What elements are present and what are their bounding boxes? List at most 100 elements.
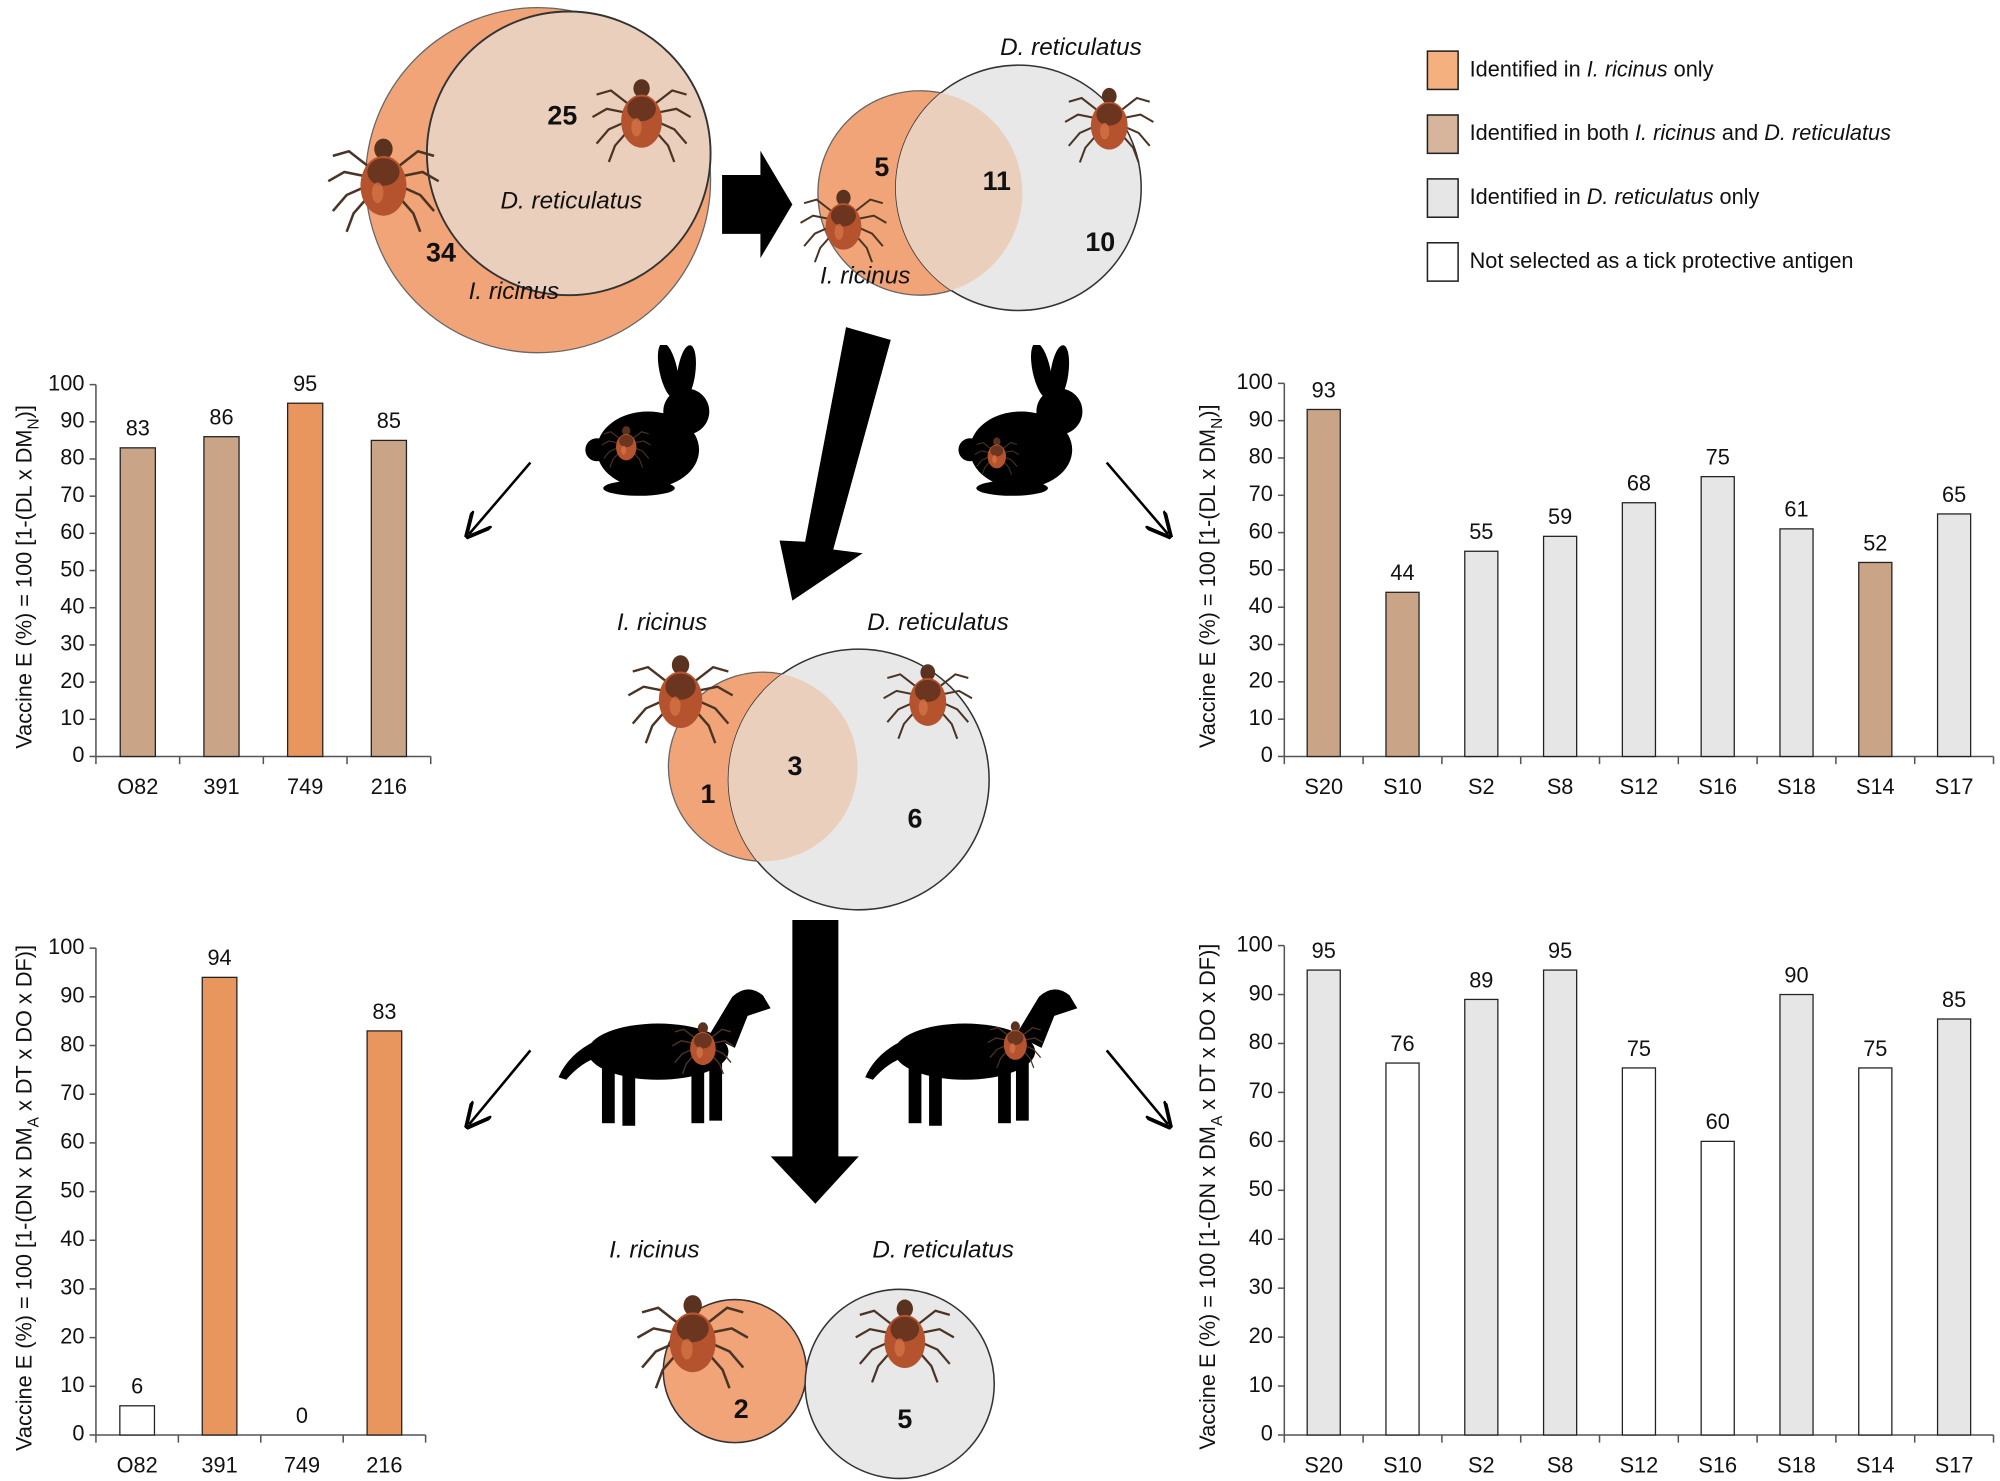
set-label: I. ricinus — [617, 609, 707, 636]
bar — [366, 1030, 403, 1436]
legend-swatch — [1426, 50, 1459, 91]
y-tick-label: 20 — [60, 668, 84, 693]
legend-text-part: Not selected as a tick protective antige… — [1470, 248, 1854, 273]
value-label: 52 — [1863, 530, 1887, 555]
x-tick-label: 749 — [287, 774, 323, 799]
value-label: 55 — [1469, 519, 1493, 544]
y-axis-title-part: A — [1208, 1115, 1225, 1126]
y-tick-label: 90 — [60, 408, 84, 433]
bar — [1779, 528, 1814, 758]
set-label: D. reticulatus — [867, 609, 1009, 636]
value-label: 6 — [131, 1374, 143, 1399]
y-tick-label: 10 — [60, 705, 84, 730]
count: 5 — [897, 1404, 912, 1434]
count: 34 — [426, 237, 456, 267]
y-axis-title-part: x DT x DO x DF)] — [11, 945, 36, 1117]
y-axis-title-part: N — [1208, 418, 1225, 429]
x-tick-label: 391 — [203, 774, 239, 799]
legend-label: Not selected as a tick protective antige… — [1470, 248, 1854, 273]
value-label: 95 — [1312, 938, 1336, 963]
arrow — [770, 920, 859, 1204]
set-label: I. ricinus — [820, 263, 910, 290]
y-tick-label: 60 — [60, 519, 84, 544]
y-tick-label: 60 — [1249, 1127, 1273, 1152]
legend-label: Identified in D. reticulatus only — [1470, 184, 1760, 209]
bar — [1700, 475, 1735, 758]
count: 3 — [787, 751, 802, 781]
y-axis-title-part: Vaccine E (%) = 100 [1-(DL x DM — [1195, 429, 1220, 748]
bar — [119, 447, 157, 758]
y-tick-label: 100 — [1237, 931, 1273, 956]
rabbit — [585, 345, 710, 496]
value-label: 68 — [1627, 471, 1651, 496]
venn-1: 25 34 D. reticulatus I. ricinus — [326, 7, 712, 354]
legend-text-part: I. ricinus — [1587, 56, 1668, 81]
y-tick-label: 10 — [1249, 705, 1273, 730]
x-tick-label: S17 — [1935, 774, 1974, 799]
y-axis-title-part: Vaccine E (%) = 100 [1-(DN x DM — [11, 1127, 36, 1451]
set-label: D. reticulatus — [872, 1236, 1014, 1263]
y-tick-label: 80 — [60, 1031, 84, 1056]
y-tick-label: 20 — [1249, 668, 1273, 693]
y-axis-title-part: Vaccine E (%) = 100 [1-(DN x DM — [1195, 1126, 1220, 1450]
value-label: 85 — [1942, 987, 1966, 1012]
x-tick-label: O82 — [117, 1453, 158, 1478]
bar — [1621, 1067, 1657, 1436]
value-label: 89 — [1469, 967, 1493, 992]
y-tick-label: 70 — [1249, 1078, 1273, 1103]
legend-text-part: Identified in — [1470, 56, 1587, 81]
y-tick-label: 40 — [60, 593, 84, 618]
y-tick-label: 0 — [1261, 1421, 1273, 1446]
count: 10 — [1085, 227, 1115, 257]
x-tick-label: S17 — [1935, 1453, 1974, 1478]
legend-text-part: D. reticulatus — [1764, 120, 1891, 145]
y-axis-title-part: )] — [11, 405, 36, 418]
y-axis-title-part: )] — [1195, 404, 1220, 417]
y-tick-label: 40 — [1249, 1225, 1273, 1250]
value-label: 61 — [1784, 497, 1808, 522]
bar — [1858, 1067, 1893, 1436]
bar — [1464, 998, 1499, 1436]
value-label: 65 — [1942, 482, 1966, 507]
bar — [1621, 502, 1657, 758]
count: 6 — [908, 803, 923, 833]
x-tick-label: S18 — [1777, 1453, 1816, 1478]
x-tick-label: S2 — [1468, 774, 1495, 799]
y-tick-label: 40 — [60, 1226, 84, 1251]
x-tick-label: S10 — [1383, 774, 1422, 799]
x-tick-label: S16 — [1698, 1453, 1737, 1478]
value-label: 83 — [126, 416, 150, 441]
value-label: 60 — [1706, 1109, 1730, 1134]
bar — [370, 439, 408, 758]
dog — [558, 989, 771, 1126]
value-label: 75 — [1706, 444, 1730, 469]
value-label: 44 — [1390, 560, 1414, 585]
legend-text-part: Identified in — [1470, 184, 1587, 209]
bar — [1306, 408, 1341, 758]
y-tick-label: 30 — [1249, 630, 1273, 655]
y-tick-label: 70 — [1249, 481, 1273, 506]
venn-2: 5 11 10 D. reticulatus I. ricinus — [799, 34, 1155, 312]
y-axis-title-part: x DT x DO x DF)] — [1195, 944, 1220, 1116]
value-label: 83 — [372, 999, 396, 1024]
bar — [1936, 513, 1972, 758]
venn-4: 2 5 I. ricinus D. reticulatus — [609, 1236, 1014, 1480]
y-tick-label: 50 — [60, 556, 84, 581]
legend: Identified in I. ricinus onlyIdentified … — [1426, 50, 1891, 282]
y-tick-label: 60 — [60, 1129, 84, 1154]
bar — [1464, 550, 1499, 758]
y-tick-label: 90 — [1249, 406, 1273, 431]
y-tick-label: 20 — [1249, 1323, 1273, 1348]
legend-text-part: D. reticulatus — [1587, 184, 1714, 209]
bar — [1858, 561, 1893, 758]
y-tick-label: 60 — [1249, 518, 1273, 543]
y-tick-label: 10 — [60, 1372, 84, 1397]
y-tick-label: 30 — [60, 1275, 84, 1300]
y-axis-title: Vaccine E (%) = 100 [1-(DL x DMN)] — [11, 405, 42, 749]
y-tick-label: 80 — [60, 445, 84, 470]
x-tick-label: 216 — [366, 1453, 402, 1478]
x-tick-label: S12 — [1620, 1453, 1659, 1478]
value-label: 94 — [207, 945, 231, 970]
y-tick-label: 70 — [60, 1080, 84, 1105]
value-label: 0 — [296, 1403, 308, 1428]
